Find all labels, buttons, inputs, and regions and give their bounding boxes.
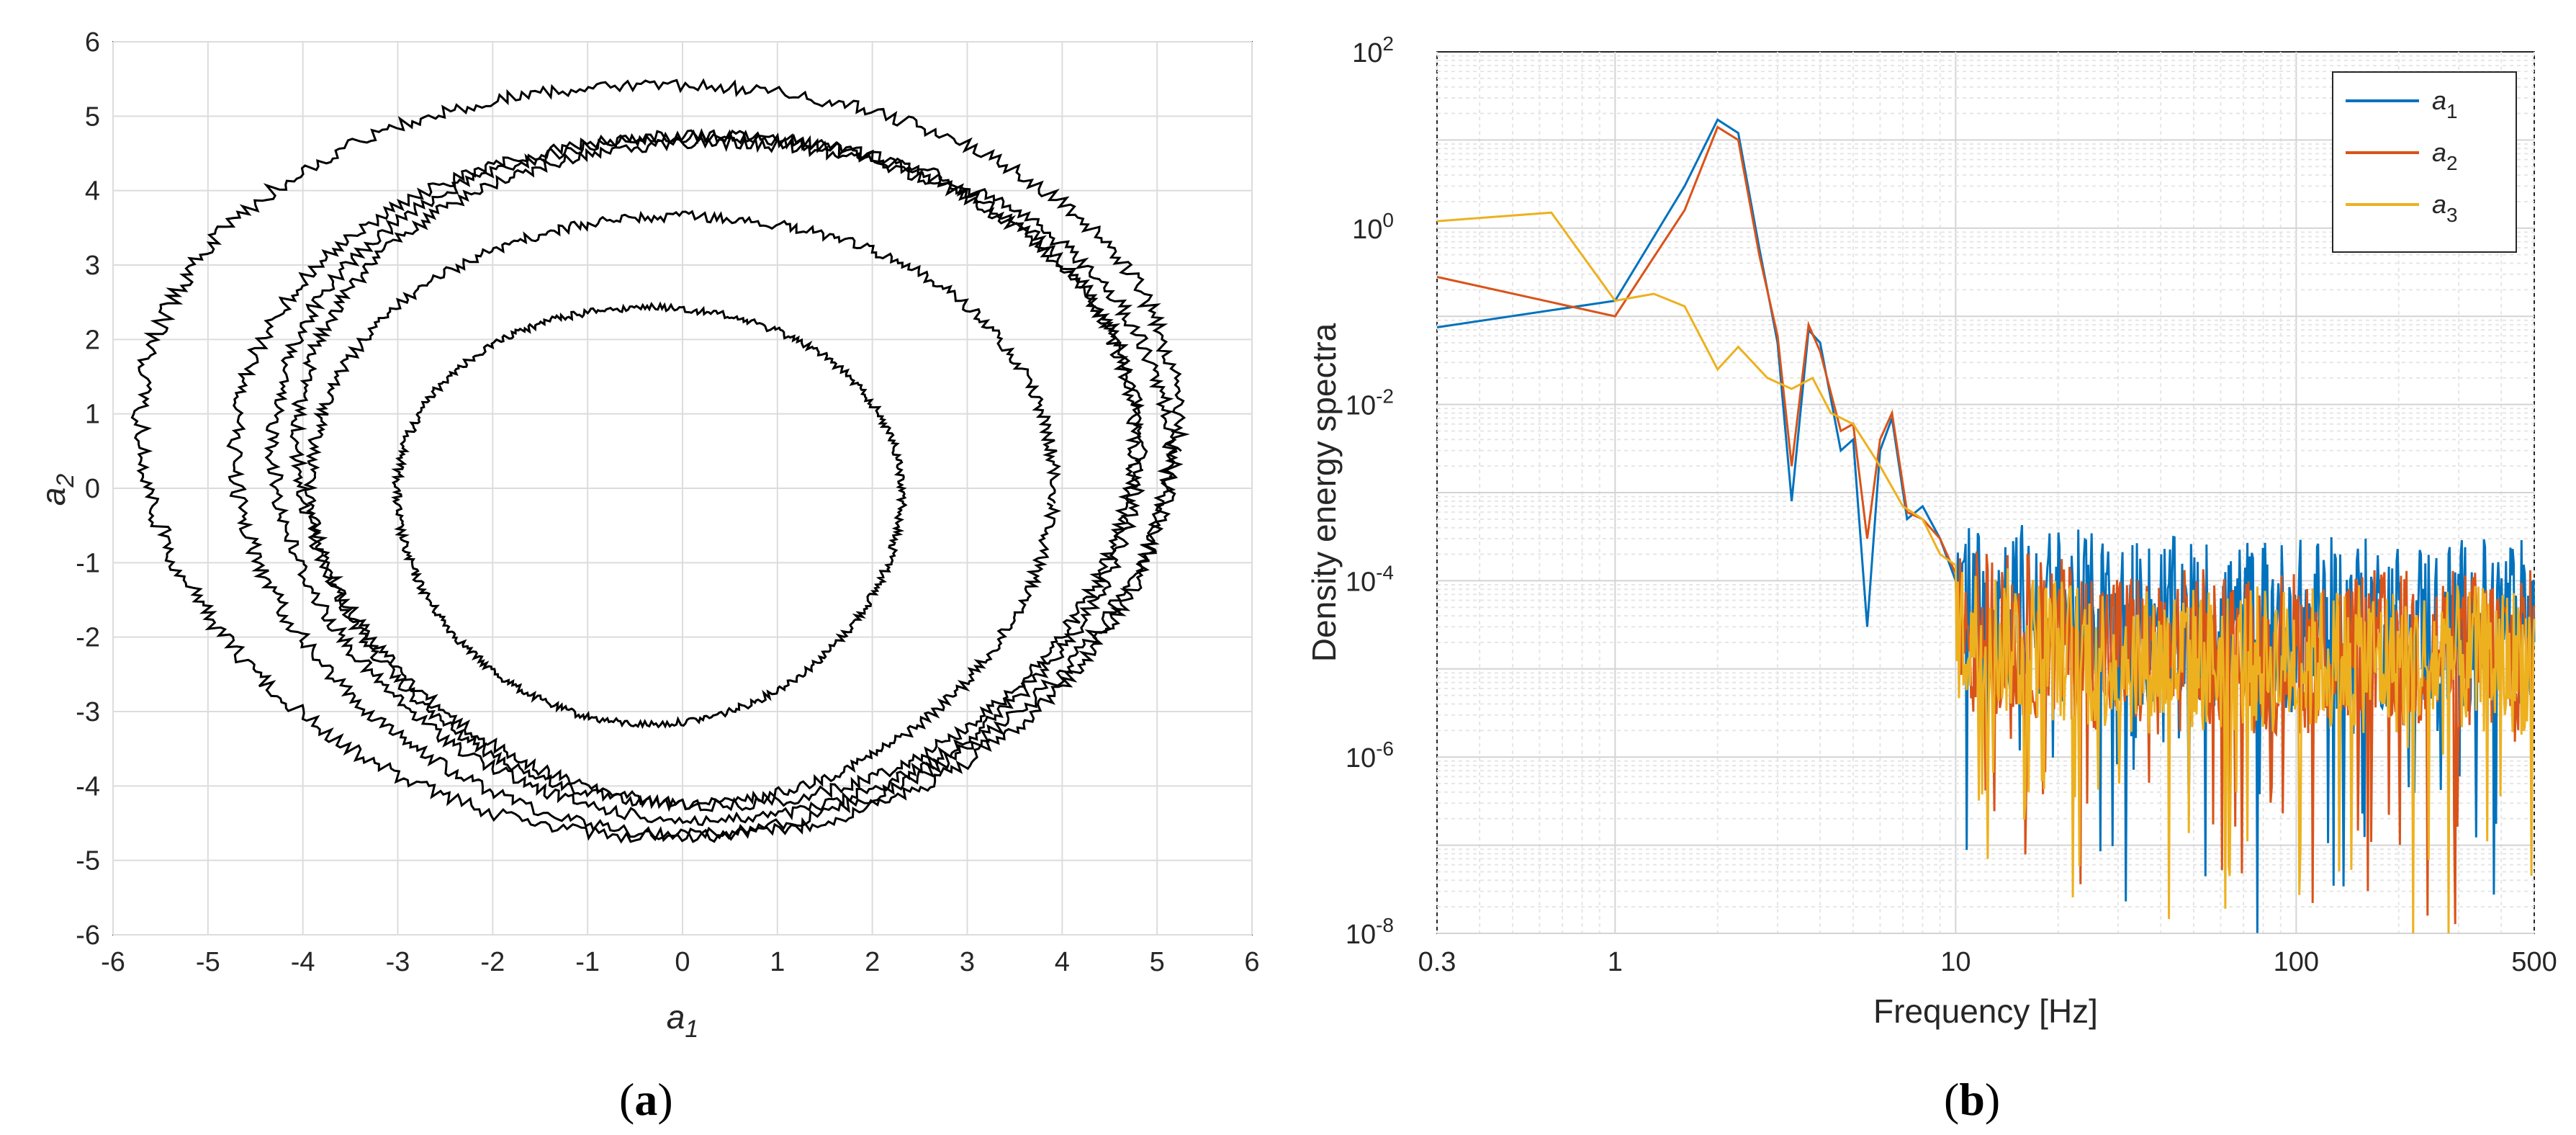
phase-y-axis-label: a2 — [35, 474, 79, 506]
y-tick-label: -2 — [76, 623, 100, 653]
orbit-line — [226, 127, 1179, 843]
x-tick-label: 3 — [960, 947, 975, 977]
x-tick-label: 2 — [865, 947, 880, 977]
y-tick-label: -1 — [76, 548, 100, 578]
x-tick-label: 4 — [1055, 947, 1070, 977]
y-tick-label: 102 — [1352, 32, 1394, 68]
spectrum-y-axis-label: Density energy spectra — [1305, 323, 1343, 662]
orbit-line — [130, 78, 1191, 844]
spectrum-tick-labels: 0.3 1 10 100 500 10-8 10-6 10-4 10-2 100 102 — [1346, 32, 2557, 977]
x-tick-label: 10 — [1940, 947, 1971, 977]
orbit-line — [303, 210, 1062, 812]
y-tick-label: 1 — [85, 400, 100, 430]
spectrum-panel: 0.3 1 10 100 500 10-8 10-6 10-4 10-2 100 102 Frequ… — [1305, 32, 2557, 1125]
x-tick-label: -4 — [291, 947, 315, 977]
x-tick-label: -2 — [480, 947, 505, 977]
x-tick-label: -5 — [196, 947, 220, 977]
series-line — [1436, 211, 2536, 934]
phase-orbits — [130, 78, 1191, 844]
y-tick-label: 2 — [85, 325, 100, 355]
x-tick-label: 0.3 — [1418, 947, 1456, 977]
series-line — [1436, 118, 2536, 933]
x-tick-label: 500 — [2511, 947, 2557, 977]
y-tick-label: 3 — [85, 251, 100, 281]
panel-b-label: (b) — [1944, 1074, 2000, 1125]
legend-label: a2 — [2432, 138, 2458, 174]
y-tick-label: -5 — [76, 846, 100, 876]
y-tick-label: -6 — [76, 920, 100, 951]
spectrum-x-axis-label: Frequency [Hz] — [1873, 992, 2098, 1030]
phase-tick-labels: -6 -5 -4 -3 -2 -1 0 1 2 3 4 5 6 -6 -5 -4 -3 -2 -1 0 1 2 3 4 5 6 — [76, 27, 1259, 977]
y-tick-label: 6 — [85, 27, 100, 58]
x-tick-label: 1 — [1608, 947, 1623, 977]
phase-x-axis-label: a1 — [667, 998, 699, 1043]
x-tick-label: 100 — [2274, 947, 2319, 977]
y-tick-label: 10-8 — [1346, 914, 1394, 950]
x-tick-label: 0 — [675, 947, 690, 977]
orbit-line — [288, 135, 1145, 812]
legend-label: a3 — [2432, 189, 2458, 226]
y-tick-label: -4 — [76, 771, 100, 802]
orbit-line — [390, 301, 908, 730]
y-tick-label: 10-6 — [1346, 737, 1394, 773]
y-tick-label: 100 — [1352, 209, 1394, 245]
y-tick-label: -3 — [76, 697, 100, 727]
x-tick-label: 1 — [770, 947, 785, 977]
x-tick-label: 5 — [1150, 947, 1165, 977]
y-tick-label: 0 — [85, 474, 100, 504]
legend-label: a1 — [2432, 86, 2458, 122]
orbit-line — [264, 129, 1148, 827]
phase-portrait-panel: -6 -5 -4 -3 -2 -1 0 1 2 3 4 5 6 -6 -5 -4 -3 -2 -1 0 1 2 3 4 5 6 a… — [35, 27, 1260, 1125]
y-tick-label: 10-4 — [1346, 561, 1394, 597]
legend: a1 a2 a3 — [2332, 71, 2517, 253]
x-tick-label: -3 — [386, 947, 410, 977]
x-tick-label: -1 — [575, 947, 600, 977]
x-tick-label: -6 — [101, 947, 125, 977]
panel-a-label: (a) — [619, 1074, 673, 1125]
x-tick-label: 6 — [1244, 947, 1259, 977]
y-tick-label: 4 — [85, 176, 100, 207]
y-tick-label: 10-2 — [1346, 385, 1394, 421]
y-tick-label: 5 — [85, 102, 100, 132]
spectrum-series — [1436, 118, 2536, 934]
